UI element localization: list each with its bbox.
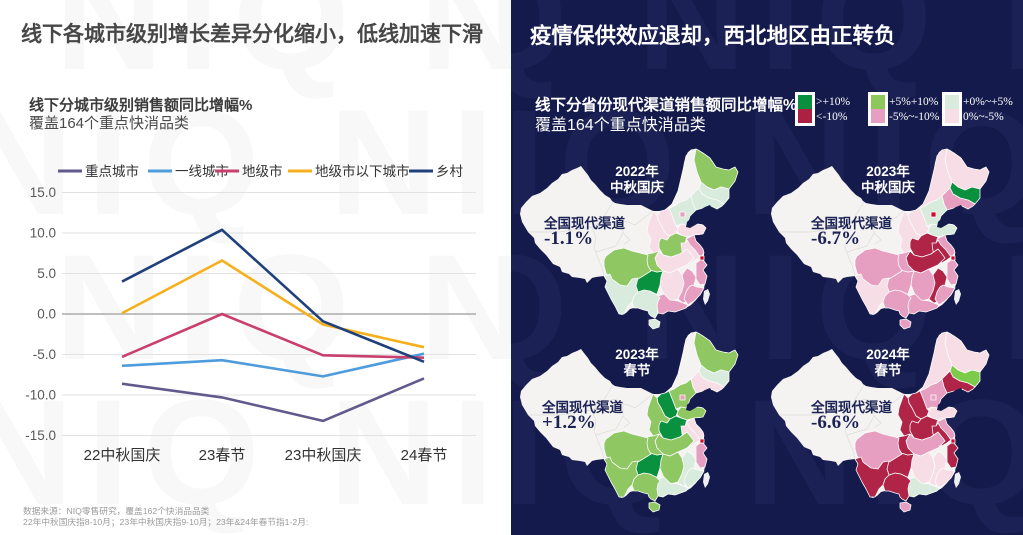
svg-text:23春节: 23春节 <box>199 447 246 464</box>
svg-text:-10.0: -10.0 <box>25 388 56 403</box>
svg-text:24春节: 24春节 <box>401 447 448 464</box>
svg-text:-15.0: -15.0 <box>25 428 56 443</box>
svg-text:地级市以下城市: 地级市以下城市 <box>315 163 410 179</box>
svg-text:地级市: 地级市 <box>242 163 283 179</box>
svg-text:15.0: 15.0 <box>30 185 56 200</box>
svg-text:10.0: 10.0 <box>30 226 56 241</box>
svg-text:22中秋国庆: 22中秋国庆 <box>84 447 161 464</box>
svg-text:重点城市: 重点城市 <box>85 163 139 179</box>
svg-text:乡村: 乡村 <box>436 164 463 179</box>
svg-text:一线城市: 一线城市 <box>175 163 229 179</box>
svg-text:-5.0: -5.0 <box>33 347 56 362</box>
svg-text:23中秋国庆: 23中秋国庆 <box>285 447 362 464</box>
svg-text:5.0: 5.0 <box>37 266 56 281</box>
svg-text:0.0: 0.0 <box>37 307 56 322</box>
